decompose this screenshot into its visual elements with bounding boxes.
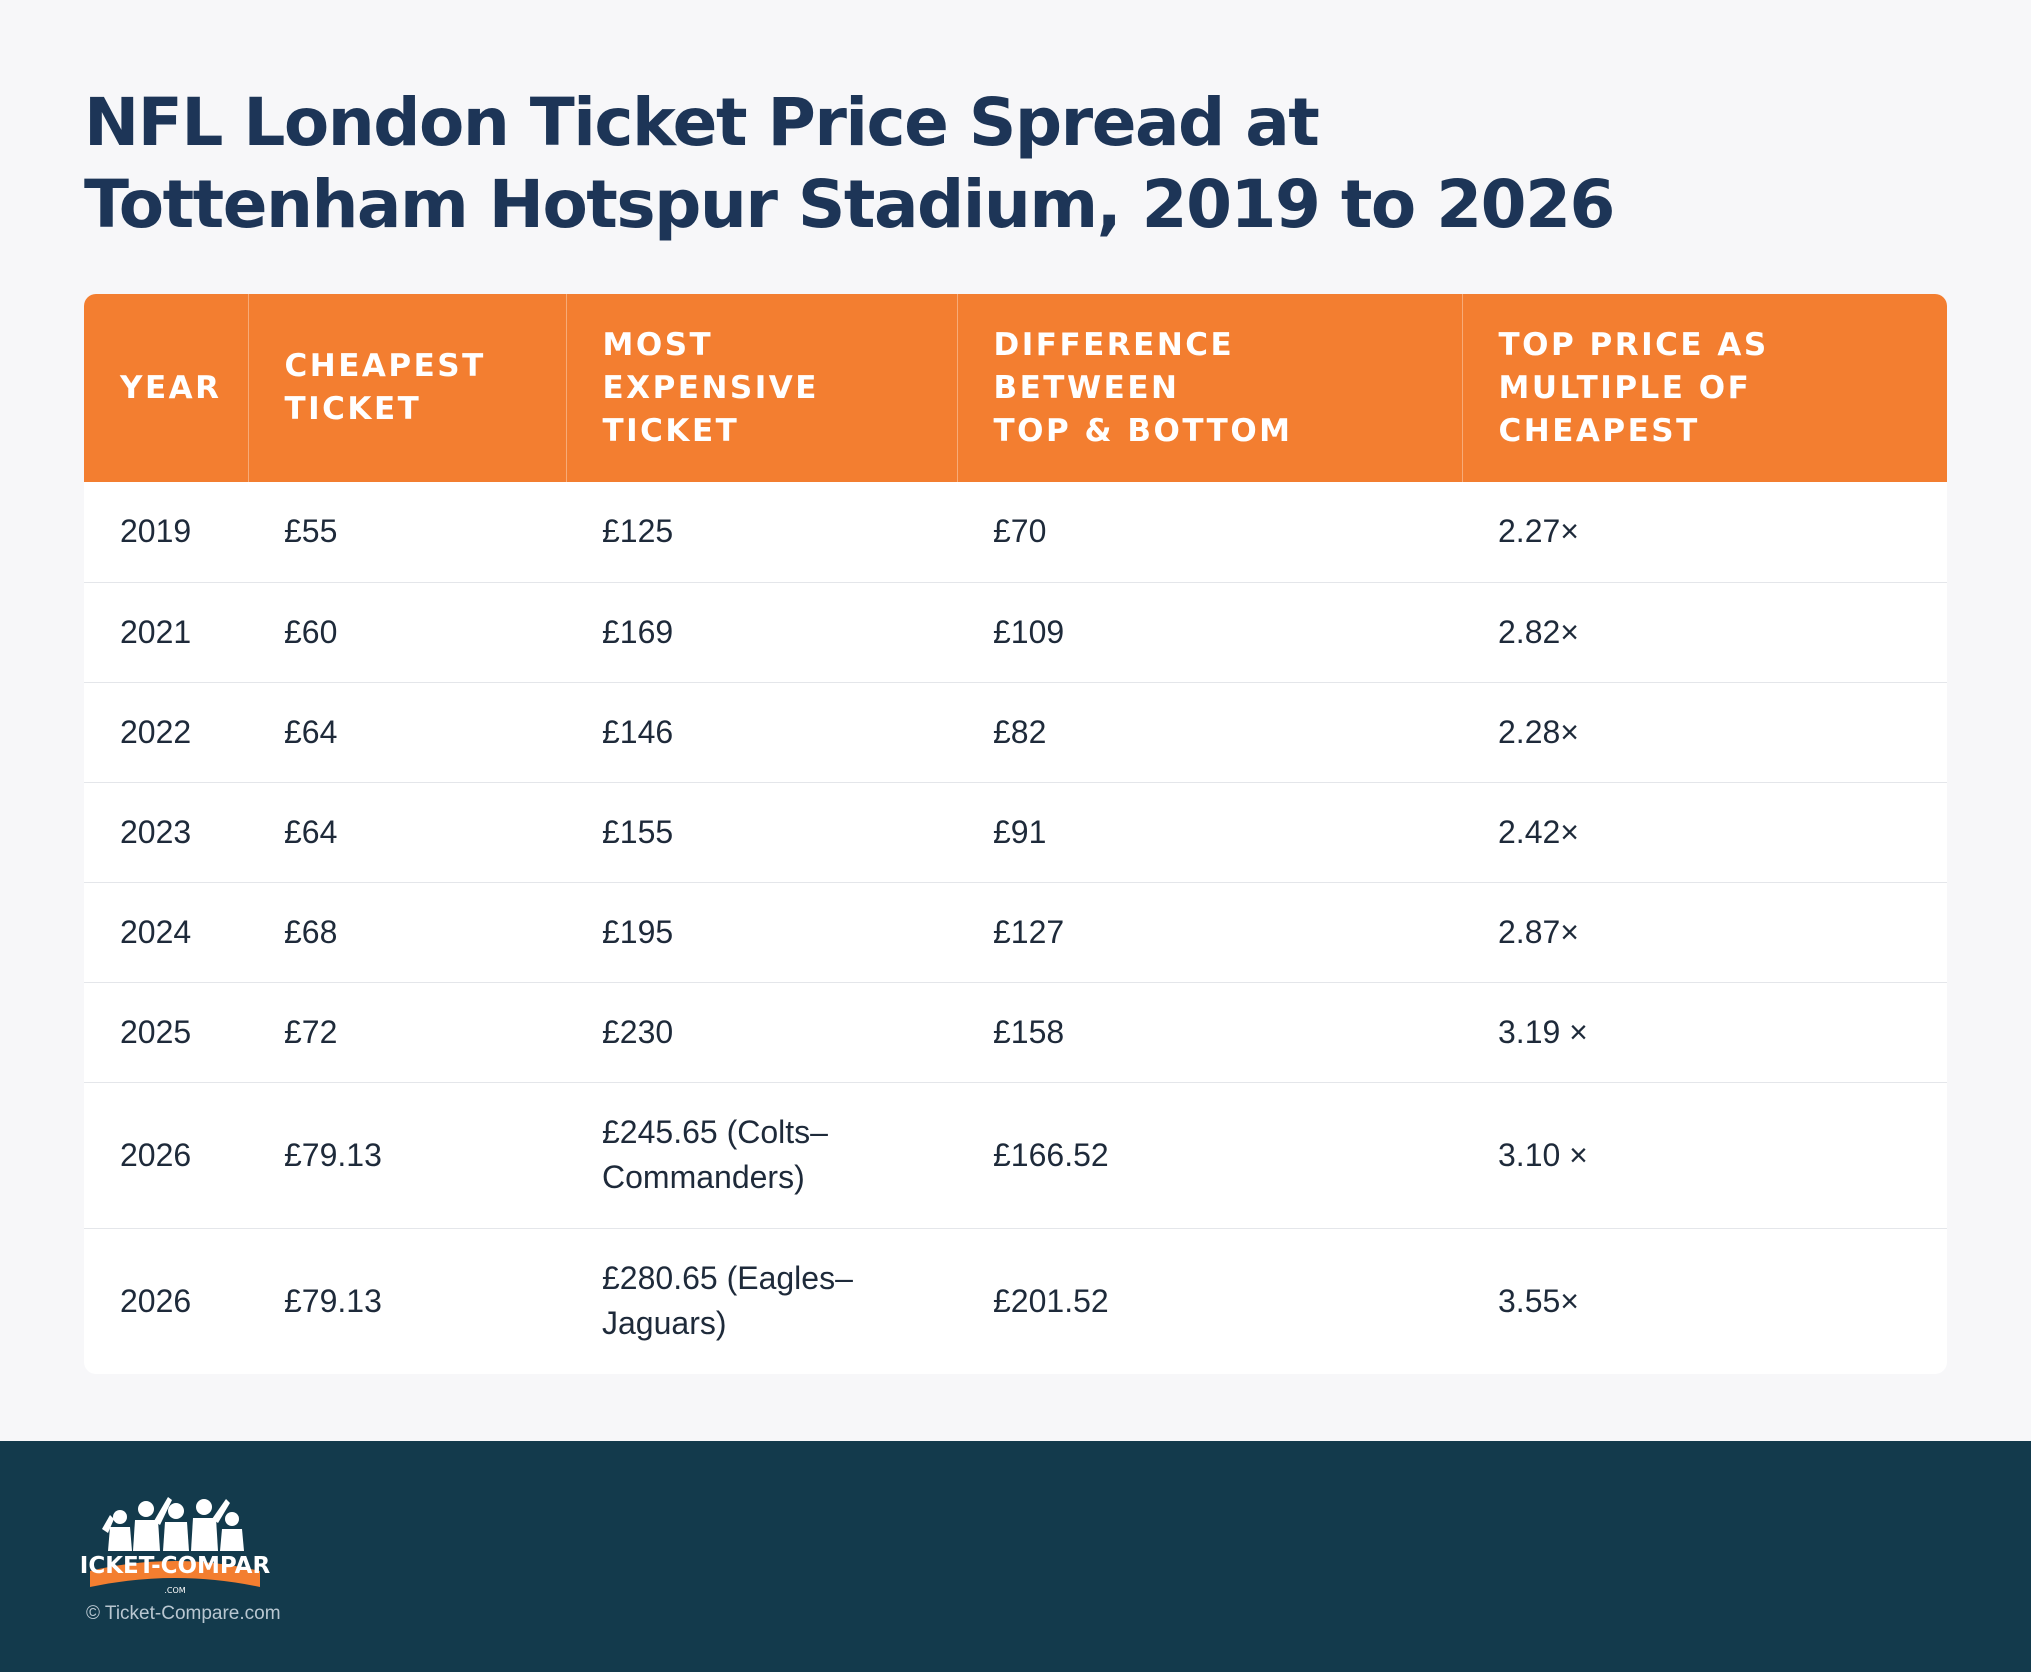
header-most-expensive-ticket: MOST EXPENSIVE TICKET [565, 294, 957, 482]
title-line-1: NFL London Ticket Price Spread at [84, 84, 1320, 161]
cell-multiple: 3.55× [1462, 1227, 1947, 1374]
table-row: 2024 £68 £195 £127 2.87× [84, 881, 1947, 982]
logo-subtext: .COM [164, 1586, 185, 1595]
cell-multiple: 2.87× [1462, 881, 1947, 982]
table-row: 2026 £79.13 £245.65 (Colts– Commanders) £… [84, 1081, 1947, 1228]
table-row: 2025 £72 £230 £158 3.19 × [84, 981, 1947, 1082]
cell-cheapest: £72 [248, 981, 566, 1082]
cell-most-expensive: £155 [566, 781, 957, 882]
cell-multiple: 2.82× [1462, 581, 1947, 682]
header-year: YEAR [84, 294, 248, 482]
cell-difference: £70 [993, 513, 1047, 550]
cell-most-expensive: £195 [566, 881, 957, 982]
cell-most-expensive: £230 [566, 981, 957, 1082]
cell-most-expensive: £125 [602, 513, 674, 550]
cell-difference: £91 [957, 781, 1462, 882]
cell-most-expensive: £146 [566, 681, 957, 782]
cell-cheapest: £64 [248, 781, 566, 882]
table-row: 2019 £55 £125 £70 2.27× [84, 482, 1947, 582]
cell-difference: £158 [957, 981, 1462, 1082]
price-spread-table: YEAR CHEAPEST TICKET MOST EXPENSIVE TICKET… [84, 294, 1947, 1374]
cell-multiple: 2.42× [1462, 781, 1947, 882]
cell-most-expensive: £280.65 (Eagles– Jaguars) [566, 1227, 957, 1374]
header-top-price-multiple: TOP PRICE AS MULTIPLE OF CHEAPEST [1461, 294, 1947, 482]
cell-cheapest: £79.13 [248, 1081, 566, 1228]
footer: TICKET-COMPARE .COM © Ticket-Compare.com [0, 1441, 2031, 1672]
title-line-2: Tottenham Hotspur Stadium, 2019 to 2026 [84, 166, 1615, 243]
table-row: 2021 £60 £169 £109 2.82× [84, 581, 1947, 682]
cell-year: 2026 [84, 1227, 248, 1374]
cell-multiple: 3.10 × [1462, 1081, 1947, 1228]
cell-year: 2022 [84, 681, 248, 782]
cell-multiple: 2.28× [1462, 681, 1947, 782]
cell-year: 2024 [84, 881, 248, 982]
cell-cheapest: £64 [248, 681, 566, 782]
cell-cheapest: £79.13 [248, 1227, 566, 1374]
price-spread-table-card: YEAR CHEAPEST TICKET MOST EXPENSIVE TICKET… [84, 294, 1947, 1374]
cell-difference: £127 [957, 881, 1462, 982]
cell-most-expensive: £169 [566, 581, 957, 682]
cell-difference: £82 [957, 681, 1462, 782]
cell-difference: £166.52 [957, 1081, 1462, 1228]
cell-year: 2019 [120, 513, 192, 550]
cell-cheapest: £60 [248, 581, 566, 682]
table-row: 2023 £64 £155 £91 2.42× [84, 781, 1947, 882]
table-row: 2026 £79.13 £280.65 (Eagles– Jaguars) £20… [84, 1227, 1947, 1374]
cell-difference: £201.52 [957, 1227, 1462, 1374]
header-cheapest-ticket: CHEAPEST TICKET [247, 294, 566, 482]
cell-year: 2023 [84, 781, 248, 882]
cell-cheapest: £68 [248, 881, 566, 982]
cell-year: 2021 [84, 581, 248, 682]
cell-multiple: 3.19 × [1462, 981, 1947, 1082]
ticket-compare-logo: TICKET-COMPARE .COM [80, 1497, 270, 1595]
cell-cheapest: £55 [284, 513, 338, 550]
table-row: 2022 £64 £146 £82 2.28× [84, 681, 1947, 782]
cell-difference: £109 [957, 581, 1462, 682]
logo-text: TICKET-COMPARE [80, 1553, 270, 1579]
page-title: NFL London Ticket Price Spread at Totten… [84, 82, 1784, 246]
header-difference: DIFFERENCE BETWEEN TOP & BOTTOM [956, 294, 1462, 482]
table-header-row: YEAR CHEAPEST TICKET MOST EXPENSIVE TICKET… [84, 294, 1947, 482]
cell-multiple: 2.27× [1498, 513, 1579, 550]
copyright-text: © Ticket-Compare.com [86, 1603, 281, 1624]
cell-year: 2025 [84, 981, 248, 1082]
cell-year: 2026 [84, 1081, 248, 1228]
cell-most-expensive: £245.65 (Colts– Commanders) [566, 1081, 957, 1228]
